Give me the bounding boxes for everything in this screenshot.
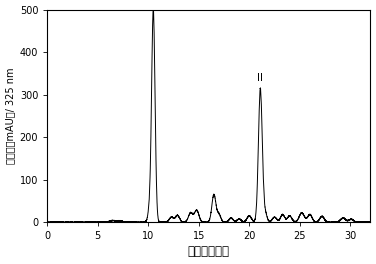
Y-axis label: 吸光度（mAU）/ 325 nm: 吸光度（mAU）/ 325 nm <box>6 68 15 164</box>
X-axis label: 时间（分钟）: 时间（分钟） <box>188 246 230 258</box>
Text: II: II <box>257 73 263 83</box>
Text: I: I <box>152 12 155 22</box>
